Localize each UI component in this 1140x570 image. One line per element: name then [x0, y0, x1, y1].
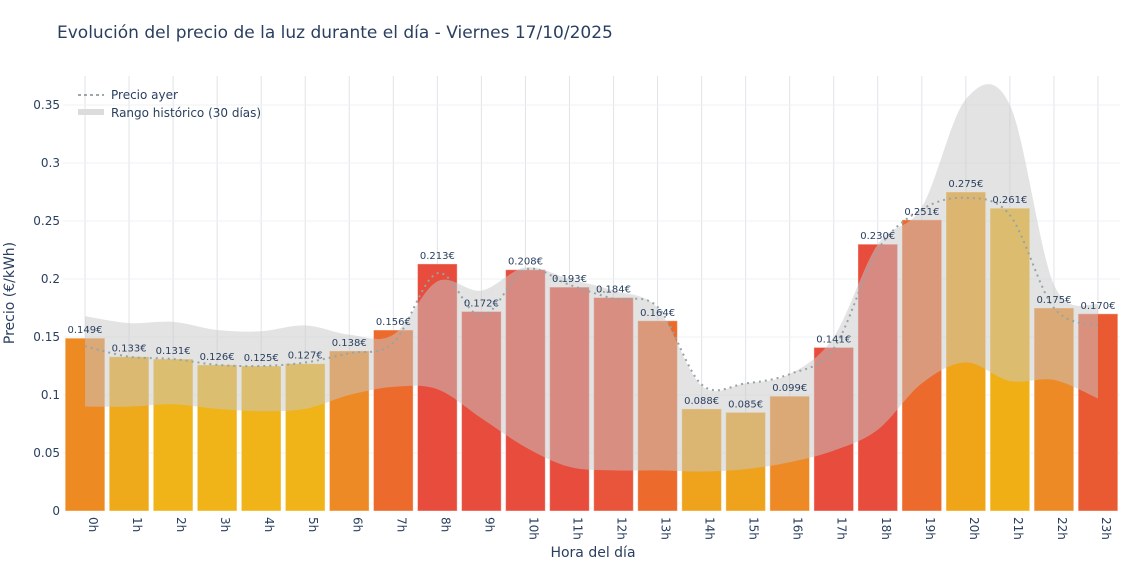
- bar-value-label: 0.149€: [68, 325, 103, 336]
- x-tick-label: 14h: [703, 517, 717, 540]
- historical-range-area: [85, 84, 1098, 472]
- y-tick-label: 0.1: [41, 388, 60, 402]
- legend-yesterday[interactable]: Precio ayer: [111, 88, 178, 102]
- bar-value-label: 0.127€: [288, 351, 323, 362]
- x-tick-label: 13h: [659, 517, 673, 540]
- x-tick-label: 5h: [306, 517, 320, 532]
- bar-value-label: 0.133€: [112, 344, 147, 355]
- x-axis-label: Hora del día: [550, 545, 635, 561]
- x-tick-label: 17h: [835, 517, 849, 540]
- x-tick-label: 4h: [262, 517, 276, 532]
- bar-value-label: 0.230€: [860, 231, 895, 242]
- x-tick-label: 20h: [967, 517, 981, 540]
- x-tick-label: 1h: [130, 517, 144, 532]
- bar-value-label: 0.175€: [1036, 295, 1071, 306]
- bar-value-label: 0.125€: [244, 353, 279, 364]
- bar-value-label: 0.172€: [464, 298, 499, 309]
- y-tick-label: 0.35: [33, 98, 60, 112]
- x-tick-label: 22h: [1055, 517, 1069, 540]
- x-tick-label: 6h: [350, 517, 364, 532]
- x-tick-label: 2h: [174, 517, 188, 532]
- bar-value-label: 0.088€: [684, 396, 719, 407]
- bar-value-label: 0.131€: [156, 346, 191, 357]
- x-tick-label: 11h: [570, 517, 584, 540]
- y-tick-label: 0.2: [41, 272, 60, 286]
- y-tick-label: 0.25: [33, 214, 60, 228]
- legend-band-swatch: [78, 109, 104, 115]
- bar-value-label: 0.193€: [552, 274, 587, 285]
- bar-value-label: 0.141€: [816, 334, 851, 345]
- x-tick-label: 8h: [438, 517, 452, 532]
- bar-value-label: 0.164€: [640, 308, 675, 319]
- legend-range[interactable]: Rango histórico (30 días): [111, 106, 261, 120]
- data-labels: 0.149€ 0.133€ 0.131€ 0.126€ 0.125€ 0.127€ 0.13…: [68, 179, 1116, 410]
- x-tick-label: 18h: [879, 517, 893, 540]
- x-tick-label: 16h: [791, 517, 805, 540]
- x-tick-label: 9h: [482, 517, 496, 532]
- bar-value-label: 0.213€: [420, 251, 455, 262]
- y-tick-label: 0.15: [33, 330, 60, 344]
- x-tick-label: 0h: [86, 517, 100, 532]
- x-tick-label: 3h: [218, 517, 232, 532]
- chart-title: Evolución del precio de la luz durante e…: [57, 23, 613, 43]
- y-tick-label: 0.3: [41, 156, 60, 170]
- bar-value-label: 0.275€: [948, 179, 983, 190]
- bar-value-label: 0.156€: [376, 317, 411, 328]
- x-tick-label: 15h: [747, 517, 761, 540]
- y-axis-label: Precio (€/kWh): [2, 242, 18, 344]
- x-axis: 0h 1h 2h 3h 4h 5h 6h 7h 8h 9h 10h 11h 12h 13h 14h 15h 16…: [86, 517, 1113, 540]
- y-axis: 0 0.05 0.1 0.15 0.2 0.25 0.3 0.35: [33, 98, 60, 518]
- bar-value-label: 0.170€: [1080, 301, 1115, 312]
- y-tick-label: 0: [52, 504, 60, 518]
- x-tick-label: 23h: [1099, 517, 1113, 540]
- x-tick-label: 19h: [923, 517, 937, 540]
- bar-value-label: 0.138€: [332, 338, 367, 349]
- legend[interactable]: Precio ayer Rango histórico (30 días): [78, 88, 261, 120]
- x-tick-label: 10h: [526, 517, 540, 540]
- x-tick-label: 7h: [394, 517, 408, 532]
- bar-value-label: 0.085€: [728, 399, 763, 410]
- bar-value-label: 0.099€: [772, 383, 807, 394]
- x-tick-label: 12h: [615, 517, 629, 540]
- bar-value-label: 0.126€: [200, 352, 235, 363]
- bar-value-label: 0.261€: [992, 195, 1027, 206]
- bar-value-label: 0.251€: [904, 207, 939, 218]
- bar-value-label: 0.208€: [508, 257, 543, 268]
- x-tick-label: 21h: [1011, 517, 1025, 540]
- y-tick-label: 0.05: [33, 446, 60, 460]
- bar-value-label: 0.184€: [596, 285, 631, 296]
- historical-range: [85, 84, 1098, 472]
